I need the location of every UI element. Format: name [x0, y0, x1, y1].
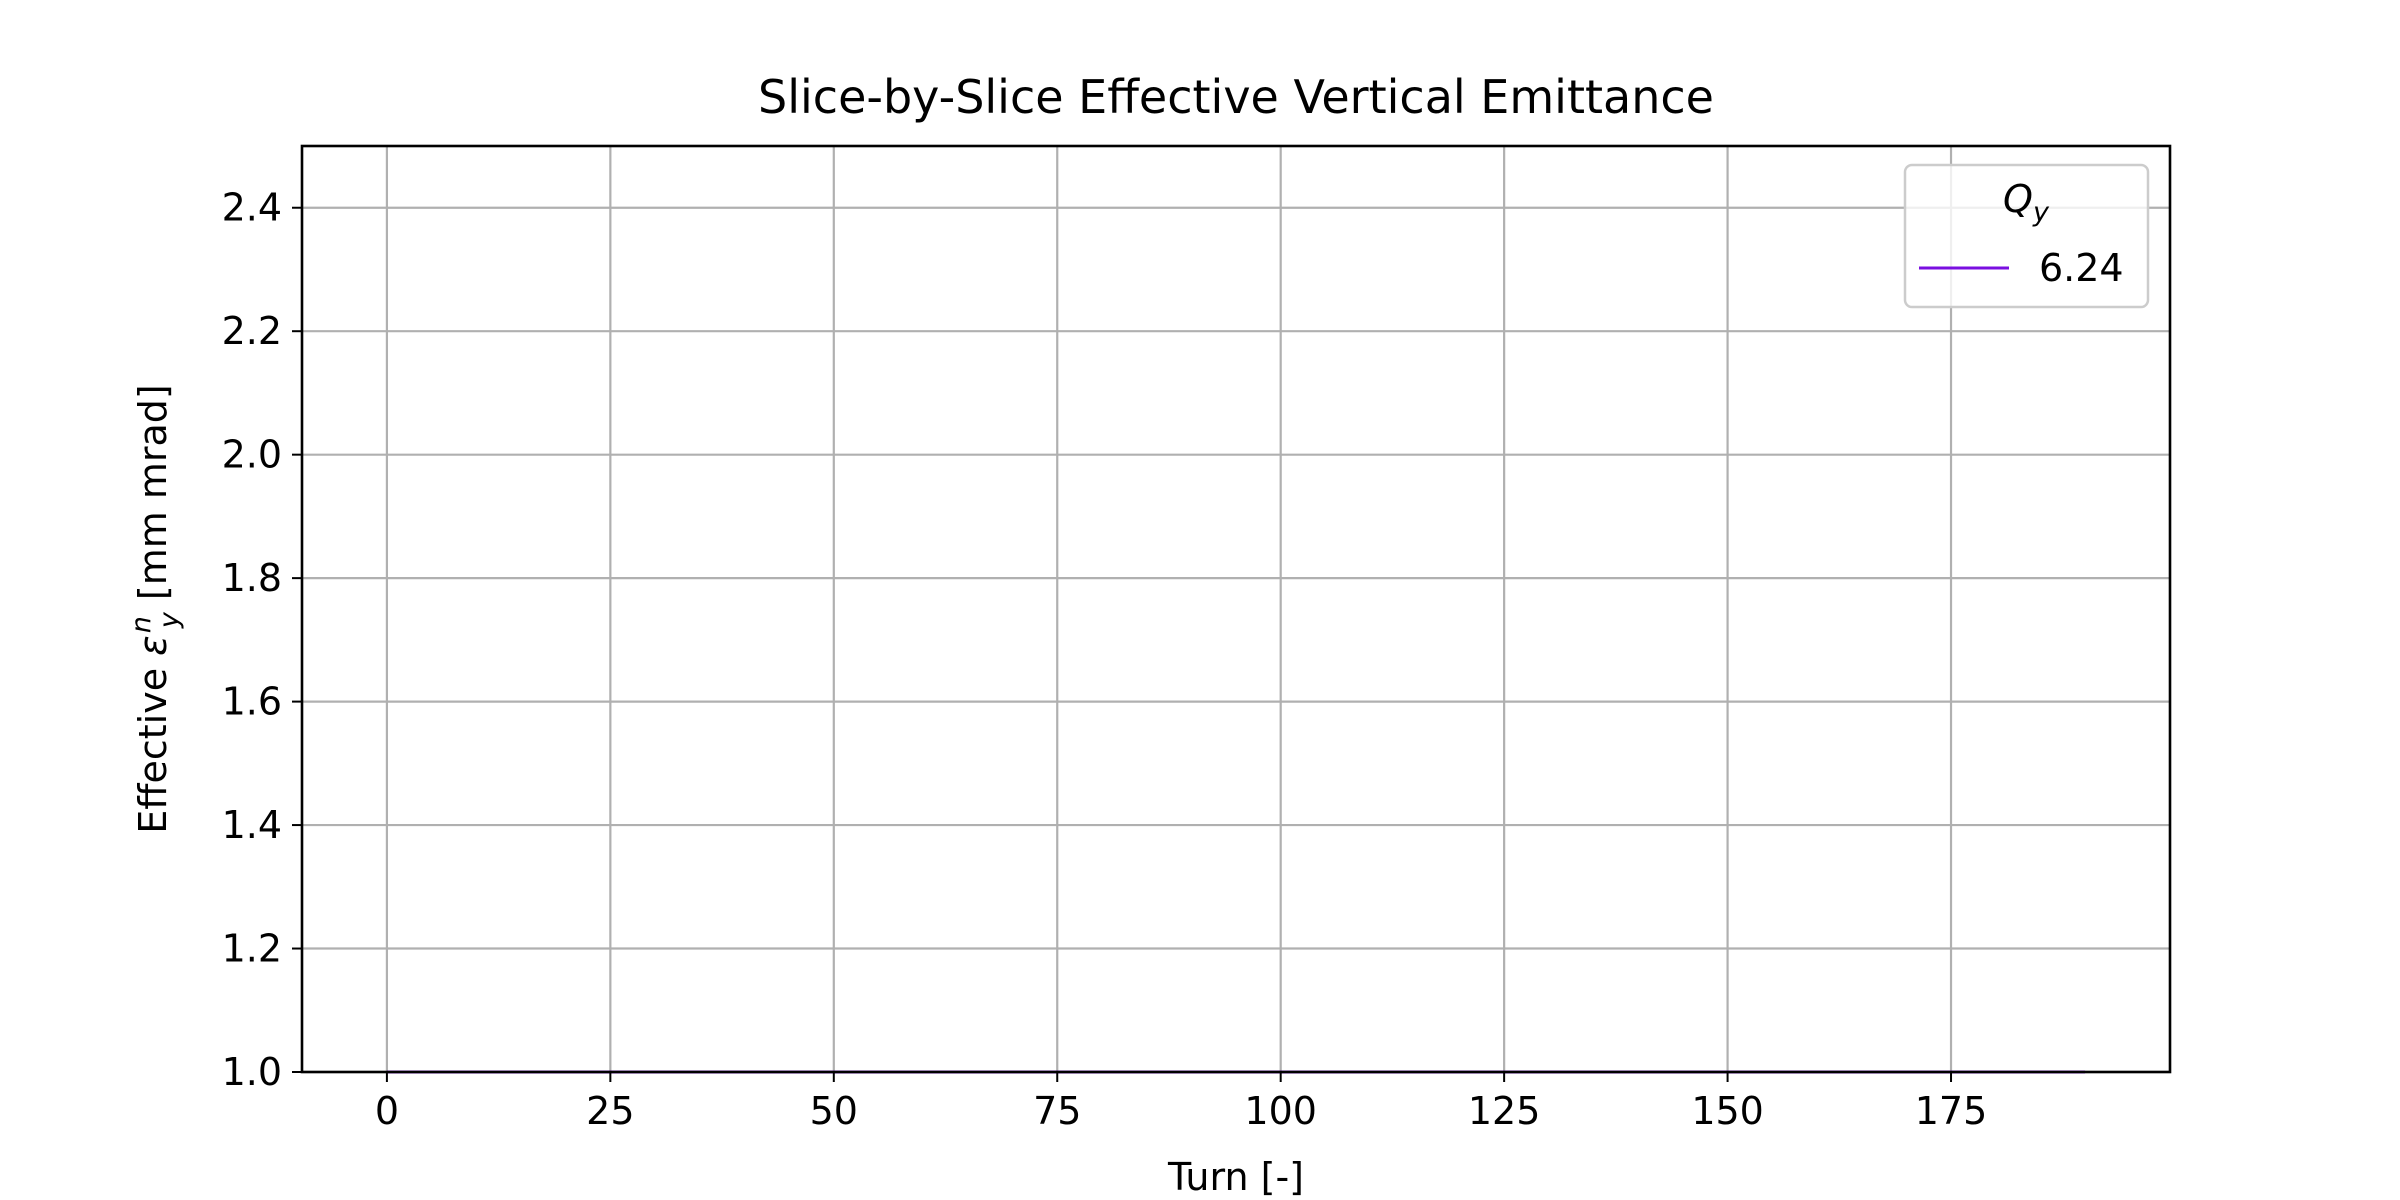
y-tick-label: 2.4	[222, 186, 282, 230]
x-tick-label: 50	[810, 1089, 858, 1133]
x-tick-label: 75	[1033, 1089, 1081, 1133]
axis-ticks: 0 25 50 75 100 125 150 175 1.0 1.2 1.4 1.6 1.8 2.0 2.2…	[222, 186, 1988, 1133]
y-tick-label: 1.8	[222, 556, 282, 600]
legend-title-subscript: y	[2032, 197, 2050, 228]
y-axis-label-symbol: ε	[131, 635, 175, 656]
legend-box	[1903, 163, 2150, 309]
y-tick-label: 2.0	[222, 433, 282, 477]
legend-title-main: Q	[2003, 177, 2033, 221]
x-tick-label: 175	[1915, 1089, 1988, 1133]
y-axis-label-subscript: y	[154, 611, 185, 629]
legend-title: Qy	[2003, 177, 2050, 228]
legend-entry-label: 6.24	[2039, 246, 2124, 290]
x-tick-label: 150	[1691, 1089, 1764, 1133]
y-tick-label: 2.2	[222, 309, 282, 353]
y-tick-label: 1.2	[222, 927, 282, 971]
chart-title: Slice-by-Slice Effective Vertical Emitta…	[758, 70, 1714, 124]
x-tick-label: 125	[1468, 1089, 1541, 1133]
legend: Qy 6.24	[1903, 163, 2150, 309]
x-tick-label: 25	[586, 1089, 634, 1133]
x-tick-label: 100	[1244, 1089, 1317, 1133]
x-axis-label: Turn [-]	[1167, 1155, 1304, 1199]
y-axis-label: Effective εny [mm mrad]	[126, 384, 185, 833]
y-tick-label: 1.6	[222, 680, 282, 724]
y-tick-label: 1.0	[222, 1050, 282, 1094]
plot-frame	[300, 144, 2172, 1074]
y-axis-label-prefix: Effective	[131, 656, 175, 834]
x-tick-label: 0	[375, 1089, 399, 1133]
y-tick-label: 1.4	[222, 803, 282, 847]
y-axis-label-superscript: n	[126, 616, 157, 633]
y-axis-label-unit: [mm mrad]	[131, 384, 175, 612]
